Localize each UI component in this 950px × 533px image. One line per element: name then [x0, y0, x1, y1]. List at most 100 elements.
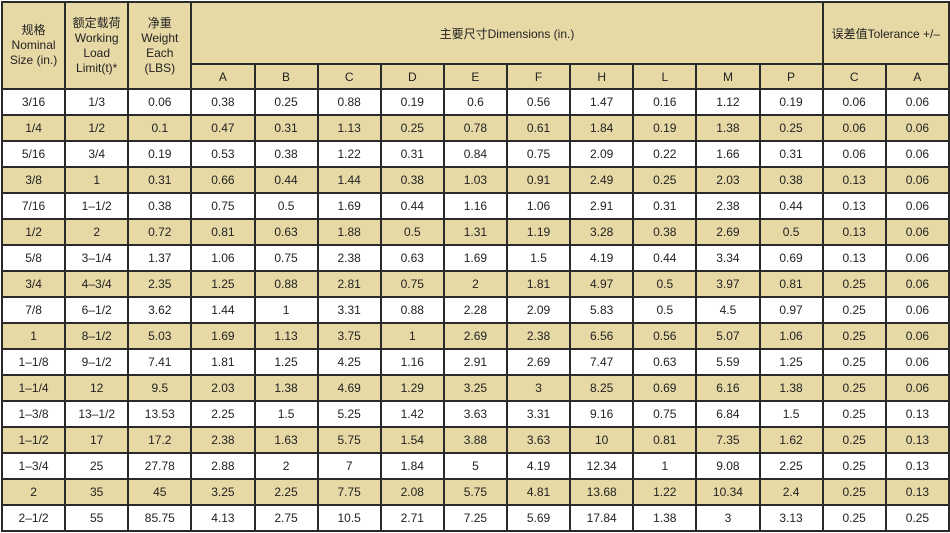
table-cell: 6.56 [569, 322, 635, 350]
table-cell: 1/4 [0, 114, 67, 142]
table-cell: 1.25 [758, 348, 824, 376]
table-row: 1–3/4 25 27.78 2.88 2 7 1.84 5 4.19 12.34 1 9.08 2.2… [0, 452, 950, 480]
table-cell: 0.44 [758, 192, 824, 220]
table-cell: 13.53 [127, 400, 193, 428]
table-cell: 0.75 [632, 400, 698, 428]
header-line: Load [83, 45, 111, 60]
table-cell: 1.16 [379, 348, 445, 376]
table-cell: 4.19 [505, 452, 572, 480]
table-row: 3/4 4–3/4 2.35 1.25 0.88 2.81 0.75 2 1.81 4.97 0.5… [0, 270, 950, 298]
table-cell: 8–1/2 [64, 322, 130, 350]
table-cell: 0.25 [821, 296, 887, 324]
table-cell: 2.88 [190, 452, 256, 480]
table-cell: 25 [64, 452, 130, 480]
table-cell: 7/16 [0, 192, 67, 220]
table-cell: 17.2 [127, 426, 193, 454]
table-cell: 5.75 [442, 478, 509, 506]
table-cell: 1.44 [316, 166, 382, 194]
table-cell: 1.13 [253, 322, 319, 350]
table-cell: 2 [64, 218, 130, 246]
table-cell: 1.69 [316, 192, 382, 220]
table-cell: 45 [127, 478, 193, 506]
table-cell: 2.69 [442, 322, 509, 350]
table-cell: 0.44 [379, 192, 445, 220]
table-cell: 0.69 [758, 244, 824, 272]
table-cell: 0.19 [127, 140, 193, 168]
header-dimension-d: D [379, 63, 445, 90]
table-cell: 0.06 [884, 348, 950, 376]
header-line: Limit(t)* [76, 60, 118, 75]
header-dimension-m: M [695, 63, 761, 90]
table-cell: 3/4 [64, 140, 130, 168]
table-cell: 0.75 [190, 192, 256, 220]
table-cell: 0.75 [379, 270, 445, 298]
table-row: 1–1/4 12 9.5 2.03 1.38 4.69 1.29 3.25 3 8.25 0.69 6… [0, 374, 950, 402]
table-cell: 0.81 [632, 426, 698, 454]
table-cell: 1/3 [64, 88, 130, 116]
table-cell: 7.47 [569, 348, 635, 376]
table-cell: 1.47 [569, 88, 635, 116]
table-cell: 0.81 [758, 270, 824, 298]
table-row: 1/2 2 0.72 0.81 0.63 1.88 0.5 1.31 1.19 3.28 0.38 2… [0, 218, 950, 246]
table-cell: 4–3/4 [64, 270, 130, 298]
table-cell: 1 [64, 166, 130, 194]
table-cell: 1.42 [379, 400, 445, 428]
header-tolerance-c: C [821, 63, 887, 90]
table-cell: 1.31 [442, 218, 509, 246]
table-cell: 2 [442, 270, 509, 298]
table-cell: 0.63 [379, 244, 445, 272]
table-cell: 9–1/2 [64, 348, 130, 376]
table-cell: 3.31 [505, 400, 572, 428]
table-cell: 0.66 [190, 166, 256, 194]
table-cell: 4.81 [505, 478, 572, 506]
table-cell: 0.5 [253, 192, 319, 220]
table-cell: 1.29 [379, 374, 445, 402]
table-cell: 0.06 [884, 322, 950, 350]
table-cell: 1.81 [505, 270, 572, 298]
table-cell: 1.06 [505, 192, 572, 220]
header-line: Nominal [11, 38, 56, 52]
table-cell: 1–1/2 [0, 426, 67, 454]
table-cell: 10.5 [316, 504, 382, 532]
table-cell: 3.13 [758, 504, 824, 532]
table-cell: 0.38 [379, 166, 445, 194]
table-cell: 3/4 [0, 270, 67, 298]
table-cell: 1.12 [695, 88, 761, 116]
table-cell: 1.84 [379, 452, 445, 480]
table-cell: 0.78 [442, 114, 509, 142]
table-cell: 27.78 [127, 452, 193, 480]
table-cell: 0.06 [884, 244, 950, 272]
table-cell: 35 [64, 478, 130, 506]
table-row: 5/8 3–1/4 1.37 1.06 0.75 2.38 0.63 1.69 1.5 4.19 0… [0, 244, 950, 272]
table-cell: 3 [695, 504, 761, 532]
table-cell: 55 [64, 504, 130, 532]
table-cell: 0.38 [253, 140, 319, 168]
table-cell: 5.07 [695, 322, 761, 350]
header-dimension-p: P [758, 63, 824, 90]
table-cell: 0.06 [821, 114, 887, 142]
table-cell: 0.88 [316, 88, 382, 116]
table-cell: 2.03 [190, 374, 256, 402]
table-cell: 13–1/2 [64, 400, 130, 428]
table-cell: 5.59 [695, 348, 761, 376]
table-cell: 6.16 [695, 374, 761, 402]
table-cell: 0.31 [127, 166, 193, 194]
table-cell: 0.25 [821, 270, 887, 298]
table-cell: 1–1/2 [64, 192, 130, 220]
table-cell: 0.25 [821, 322, 887, 350]
table-cell: 0.56 [632, 322, 698, 350]
header-dimensions: 主要尺寸Dimensions (in.) [190, 1, 824, 65]
table-cell: 5.75 [316, 426, 382, 454]
table-row: 2 35 45 3.25 2.25 7.75 2.08 5.75 4.81 13.68 1.22 10… [0, 478, 950, 506]
table-cell: 1.5 [253, 400, 319, 428]
table-cell: 0.06 [884, 296, 950, 324]
table-cell: 0.06 [884, 140, 950, 168]
table-cell: 1.5 [505, 244, 572, 272]
table-cell: 3.31 [316, 296, 382, 324]
table-cell: 0.75 [505, 140, 572, 168]
table-cell: 7.35 [695, 426, 761, 454]
table-cell: 0.25 [379, 114, 445, 142]
table-cell: 2.08 [379, 478, 445, 506]
table-cell: 0.38 [758, 166, 824, 194]
